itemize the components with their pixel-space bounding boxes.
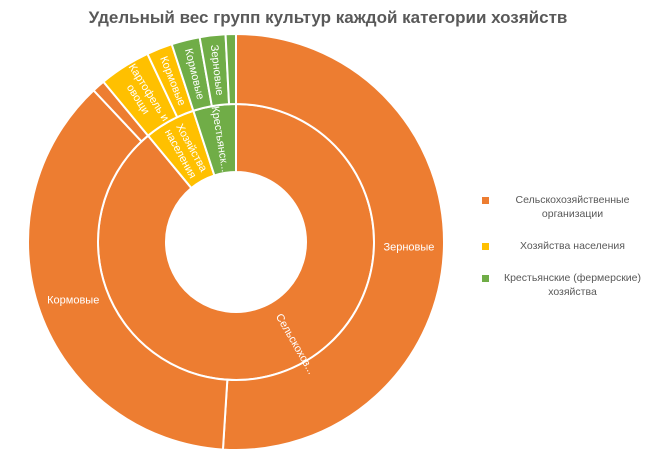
outer-segment-1 bbox=[27, 88, 229, 451]
outer-label-1: Кормовые bbox=[47, 295, 99, 307]
legend-label-org: Сельскохозяйственные организации bbox=[515, 194, 630, 220]
legend-item-org: Сельскохозяйственные организации bbox=[482, 193, 650, 221]
legend-swatch-pop bbox=[482, 243, 489, 250]
legend: Сельскохозяйственные организации Хозяйст… bbox=[482, 193, 650, 317]
chart-title: Удельный вес групп культур каждой катего… bbox=[88, 8, 568, 27]
legend-swatch-farm bbox=[482, 275, 489, 282]
legend-item-farm: Крестьянские (фермерские) хозяйства bbox=[482, 271, 650, 299]
outer-segment-0 bbox=[221, 32, 445, 451]
outer-label-6: Зерновые bbox=[208, 44, 226, 96]
outer-label-0: Зерновые bbox=[383, 241, 434, 253]
legend-label-pop: Хозяйства населения bbox=[520, 240, 625, 252]
legend-swatch-org bbox=[482, 197, 489, 204]
legend-item-pop: Хозяйства населения bbox=[482, 239, 650, 253]
legend-label-farm: Крестьянские (фермерские) хозяйства bbox=[503, 272, 642, 298]
outer-segment-7 bbox=[224, 32, 237, 106]
